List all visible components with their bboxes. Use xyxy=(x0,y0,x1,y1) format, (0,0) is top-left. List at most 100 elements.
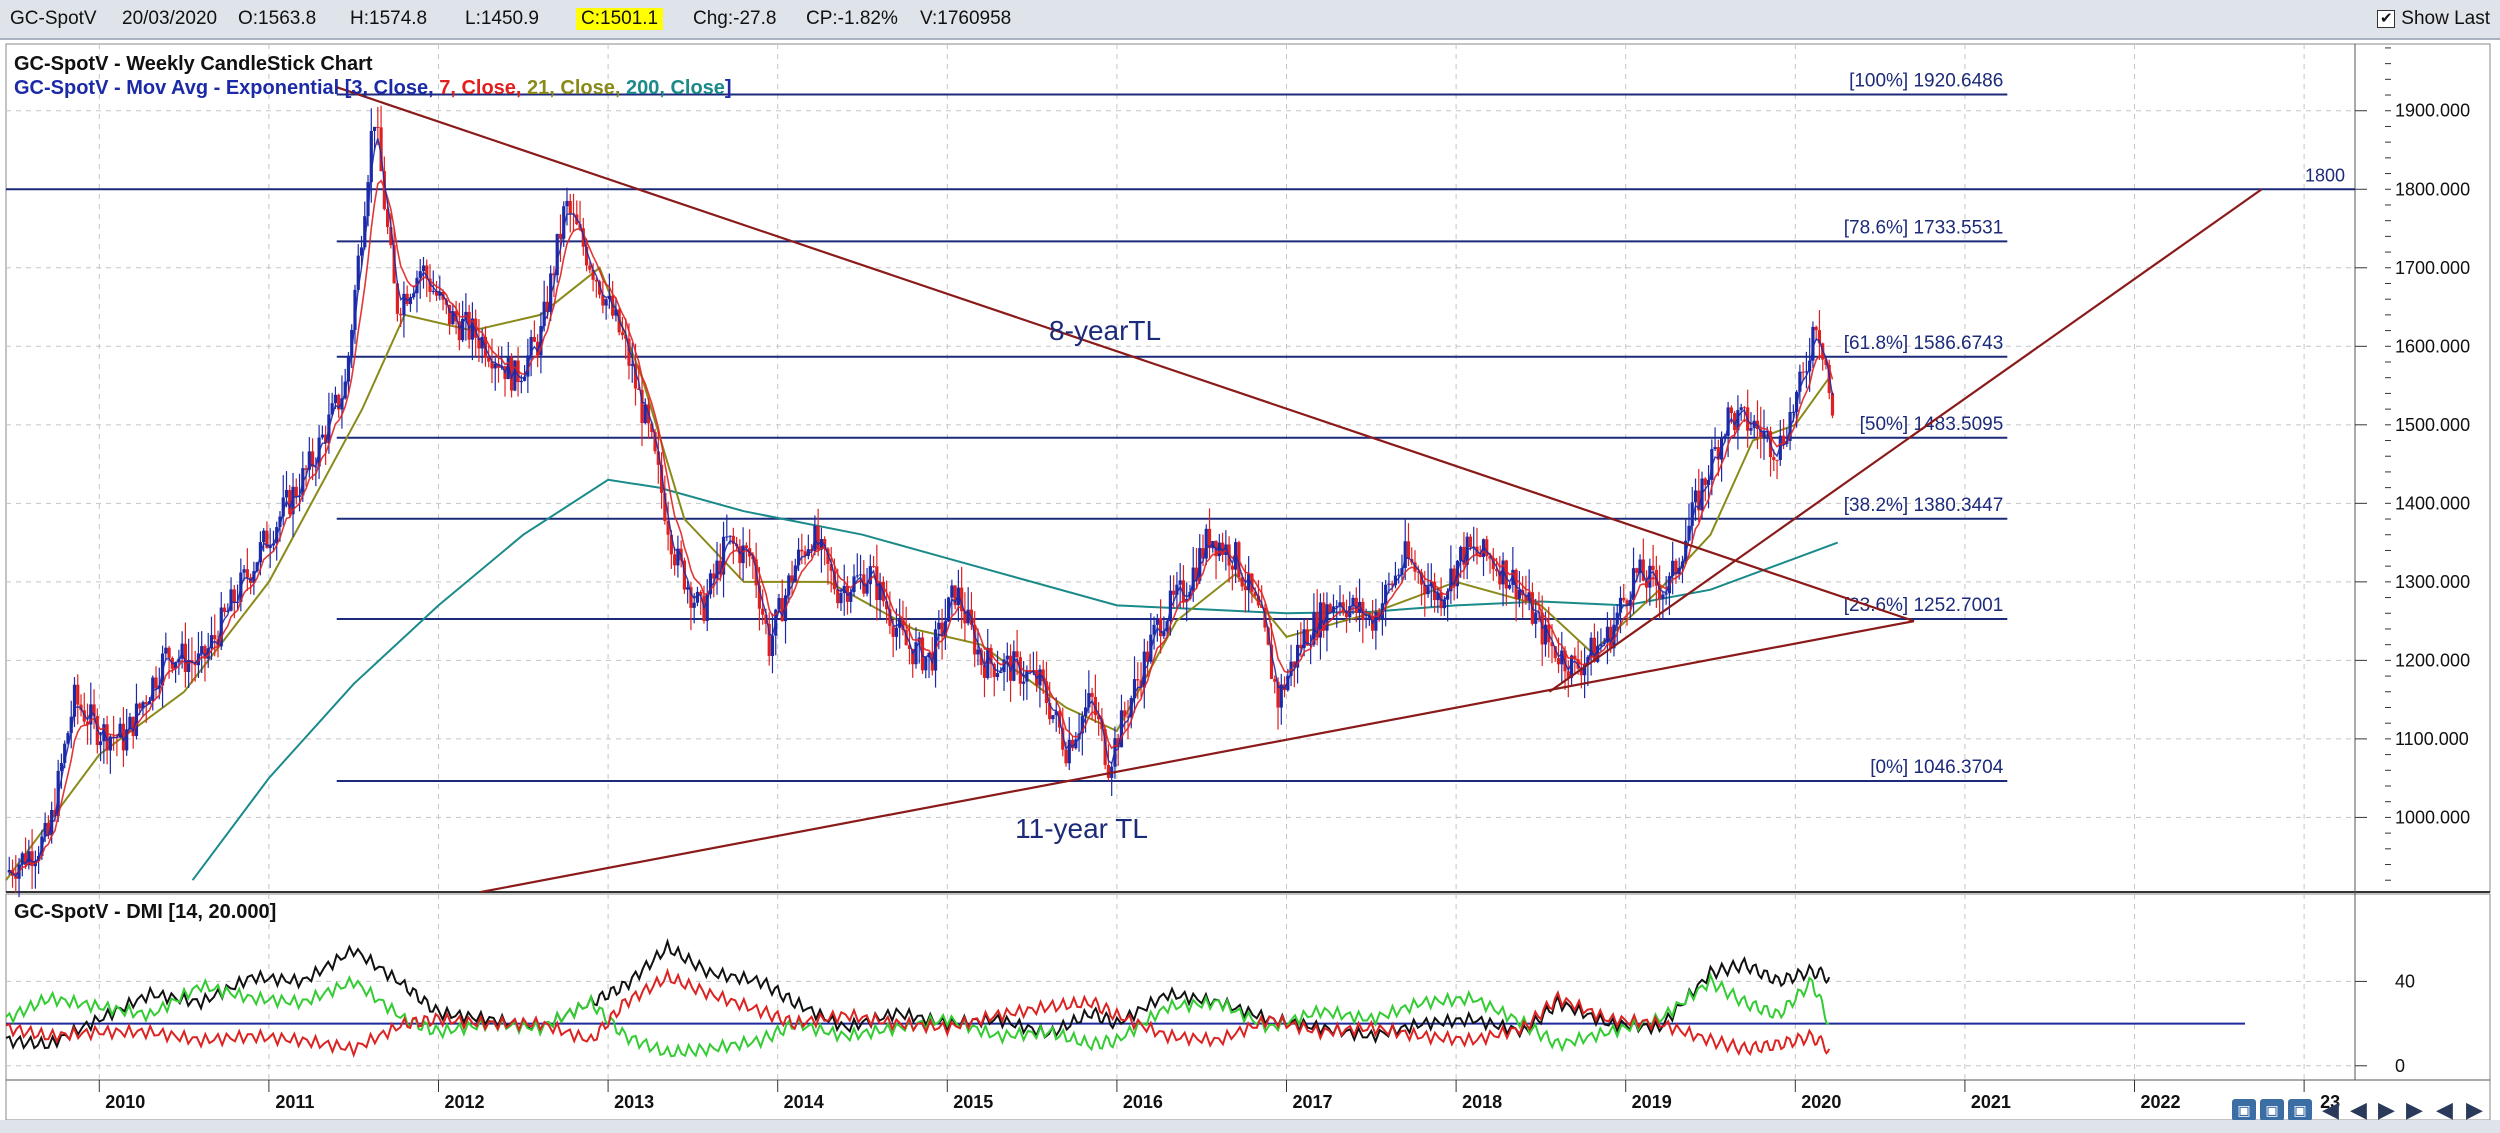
candle-body xyxy=(1736,410,1740,431)
candle-body xyxy=(30,851,34,867)
subtitle-part: 21, Close, xyxy=(527,77,626,99)
candle-body xyxy=(937,622,941,630)
x-tick-label: 2013 xyxy=(614,1092,654,1112)
candle-body xyxy=(1083,707,1088,717)
candle-body xyxy=(1436,592,1440,601)
candle-body xyxy=(643,404,647,424)
candle-body xyxy=(1305,629,1309,646)
trendlines[interactable] xyxy=(336,86,2263,894)
zoom-in-button[interactable]: ▣ xyxy=(2232,1099,2256,1121)
show-last-checkbox[interactable]: ✔ xyxy=(2377,10,2396,28)
high-value: H:1574.8 xyxy=(350,8,428,29)
candle-body xyxy=(565,200,569,207)
candle-body xyxy=(823,539,827,549)
candle-body xyxy=(1759,428,1763,438)
scroll-left-icon[interactable]: ◀ xyxy=(2436,1097,2453,1122)
candle-body xyxy=(76,684,80,705)
candle-body xyxy=(832,570,837,590)
candle-body xyxy=(1625,600,1629,606)
candle-body xyxy=(1103,729,1107,766)
candle-body xyxy=(522,376,527,381)
candle-body xyxy=(885,601,889,610)
subtitle-part: 200, Close xyxy=(626,77,725,99)
scroll-end-icon[interactable]: ▶ xyxy=(2406,1097,2423,1122)
scroll-right-icon[interactable]: ▶ xyxy=(2466,1097,2483,1122)
scroll-left-fast-icon[interactable]: ◀ xyxy=(2350,1097,2367,1122)
candle-body xyxy=(1070,739,1075,749)
candle-body xyxy=(637,388,641,390)
candle-body xyxy=(1269,644,1274,679)
candle-body xyxy=(650,423,654,433)
chart-canvas[interactable]: [100%] 1920.6486 [78.6%] 1733.5531 [61.8%]… xyxy=(0,40,2500,1120)
candle-body xyxy=(725,536,729,538)
candle-body xyxy=(1067,739,1071,764)
candle-body xyxy=(1462,546,1466,565)
show-last-toggle[interactable]: ✔ Show Last xyxy=(2377,8,2490,30)
candle-body xyxy=(1051,715,1055,720)
candle-body xyxy=(20,853,24,865)
scroll-lock-button[interactable]: ▣ xyxy=(2288,1099,2312,1121)
candle-body xyxy=(790,575,794,582)
candle-body xyxy=(1005,655,1009,660)
candle-body xyxy=(1397,574,1401,576)
symbol-label[interactable]: GC-SpotV xyxy=(10,8,97,29)
candle-body xyxy=(1697,490,1701,511)
ema-7-path xyxy=(9,179,1834,876)
candle-body xyxy=(428,278,432,292)
candle-body xyxy=(1798,371,1802,392)
candle-body xyxy=(92,704,96,717)
zoom-out-button[interactable]: ▣ xyxy=(2260,1099,2284,1121)
candle-body xyxy=(268,545,272,548)
candle-body xyxy=(1452,568,1456,587)
candle-body xyxy=(1250,573,1254,592)
y-tick-label: 1600.000 xyxy=(2395,336,2470,356)
y-tick-label: 1000.000 xyxy=(2395,807,2470,827)
candle-body xyxy=(891,625,895,637)
candle-body xyxy=(663,492,667,521)
candle-body xyxy=(389,227,393,246)
candle-body xyxy=(1726,407,1730,436)
candle-body xyxy=(330,403,334,415)
candle-body xyxy=(1335,606,1339,608)
candle-body xyxy=(206,648,210,659)
candle-body xyxy=(796,549,801,566)
candle-body xyxy=(1299,644,1303,649)
scroll-start-icon[interactable]: ◀ xyxy=(2322,1097,2339,1122)
candle-body xyxy=(43,822,47,837)
candle-body xyxy=(395,283,399,314)
candle-body xyxy=(953,585,957,606)
trendline xyxy=(480,620,1915,894)
candle-body xyxy=(63,743,67,764)
candle-body xyxy=(761,608,765,615)
x-tick-label: 2016 xyxy=(1123,1092,1163,1112)
candle-body xyxy=(532,337,536,342)
price-axis: 1000.000 1100.000 1200.000 1300.000 1400.000… xyxy=(2355,47,2470,881)
candle-body xyxy=(819,539,823,550)
candle-body xyxy=(59,763,64,771)
candle-body xyxy=(855,575,859,577)
candle-body xyxy=(154,677,158,689)
candle-body xyxy=(1742,407,1747,409)
candle-body xyxy=(1733,413,1737,431)
candle-body xyxy=(1491,558,1495,570)
time-axis: 2010 2011 2012 2013 2014 2015 2016 2017 2018 2019… xyxy=(98,1080,2340,1112)
candle-body xyxy=(359,247,364,256)
candle-body xyxy=(741,545,745,564)
candle-body xyxy=(226,610,230,612)
candle-body xyxy=(1599,644,1603,646)
scroll-right-fast-icon[interactable]: ▶ xyxy=(2378,1097,2395,1122)
candlesticks xyxy=(7,105,1835,898)
candle-body xyxy=(911,648,915,665)
trendline xyxy=(1548,188,2263,693)
candle-body xyxy=(431,290,435,292)
candle-body xyxy=(1791,411,1795,413)
candle-body xyxy=(399,313,403,316)
candle-body xyxy=(627,338,631,366)
candle-body xyxy=(421,265,426,272)
candle-body xyxy=(1671,560,1675,577)
candle-body xyxy=(138,703,142,709)
candle-body xyxy=(461,318,465,341)
candle-body xyxy=(506,357,510,380)
candle-body xyxy=(1338,602,1342,607)
x-tick-label: 2010 xyxy=(105,1092,145,1112)
